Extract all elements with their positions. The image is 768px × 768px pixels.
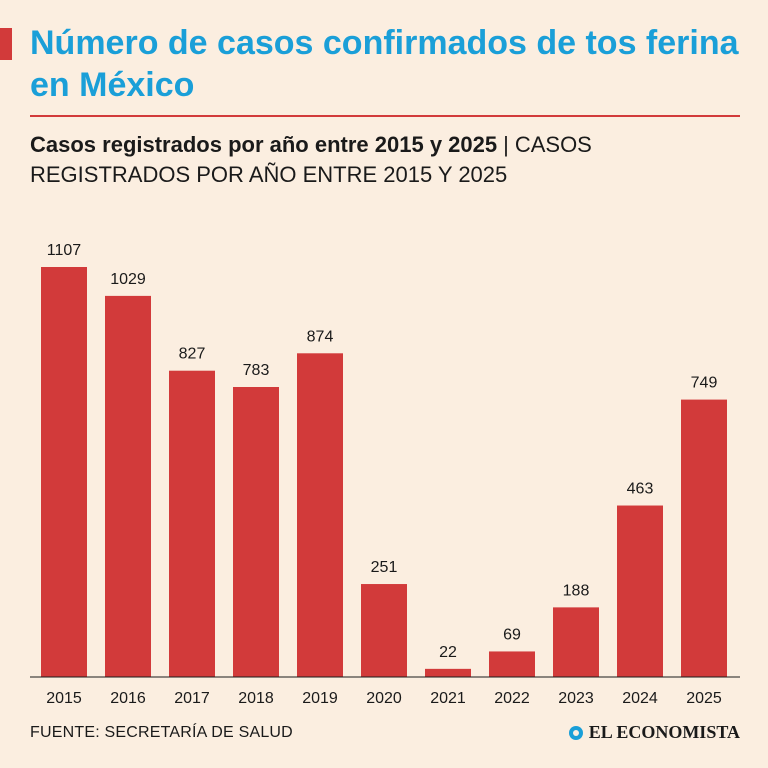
data-label-2021: 22 bbox=[439, 644, 457, 661]
title-divider bbox=[30, 115, 740, 117]
subtitle-bold: Casos registrados por año entre 2015 y 2… bbox=[30, 132, 498, 157]
logo-text: EL ECONOMISTA bbox=[588, 722, 740, 742]
bar-2017 bbox=[169, 370, 215, 677]
data-label-2015: 1107 bbox=[47, 242, 82, 259]
bar-2025 bbox=[681, 399, 727, 677]
data-label-2023: 188 bbox=[563, 582, 590, 599]
x-tick-label: 2019 bbox=[302, 690, 338, 707]
data-label-2016: 1029 bbox=[110, 271, 146, 288]
data-label-2024: 463 bbox=[627, 481, 654, 498]
x-tick-label: 2017 bbox=[174, 690, 210, 707]
bar-2022 bbox=[489, 651, 535, 677]
bar-2024 bbox=[617, 505, 663, 677]
bar-2019 bbox=[297, 353, 343, 677]
x-tick-label: 2018 bbox=[238, 690, 274, 707]
bar-2015 bbox=[41, 267, 87, 677]
data-label-2022: 69 bbox=[503, 626, 521, 643]
x-tick-label: 2020 bbox=[366, 690, 402, 707]
data-label-2025: 749 bbox=[691, 375, 718, 392]
subtitle-separator: | bbox=[503, 132, 509, 157]
x-tick-label: 2023 bbox=[558, 690, 594, 707]
x-tick-label: 2016 bbox=[110, 690, 146, 707]
subtitle-caps: CASOS REGISTRADOS POR AÑO ENTRE 2015 Y 2… bbox=[30, 132, 592, 187]
x-tick-label: 2021 bbox=[430, 690, 466, 707]
data-label-2019: 874 bbox=[307, 328, 334, 345]
publisher-logo: EL ECONOMISTA bbox=[568, 722, 740, 743]
accent-bar bbox=[0, 28, 12, 60]
x-tick-label: 2022 bbox=[494, 690, 530, 707]
bar-2021 bbox=[425, 668, 471, 677]
x-tick-label: 2015 bbox=[46, 690, 82, 707]
data-label-2020: 251 bbox=[371, 559, 398, 576]
data-label-2017: 827 bbox=[179, 346, 206, 363]
bar-2018 bbox=[233, 387, 279, 677]
x-tick-label: 2024 bbox=[622, 690, 658, 707]
chart-subtitle: Casos registrados por año entre 2015 y 2… bbox=[30, 130, 740, 190]
bar-2020 bbox=[361, 584, 407, 677]
bar-2016 bbox=[105, 295, 151, 677]
data-label-2018: 783 bbox=[243, 362, 270, 379]
x-tick-label: 2025 bbox=[686, 690, 722, 707]
bar-2023 bbox=[553, 607, 599, 677]
source-note: FUENTE: SECRETARÍA DE SALUD bbox=[30, 724, 293, 741]
chart-title: Número de casos confirmados de tos ferin… bbox=[30, 24, 739, 104]
logo-icon bbox=[568, 725, 583, 740]
